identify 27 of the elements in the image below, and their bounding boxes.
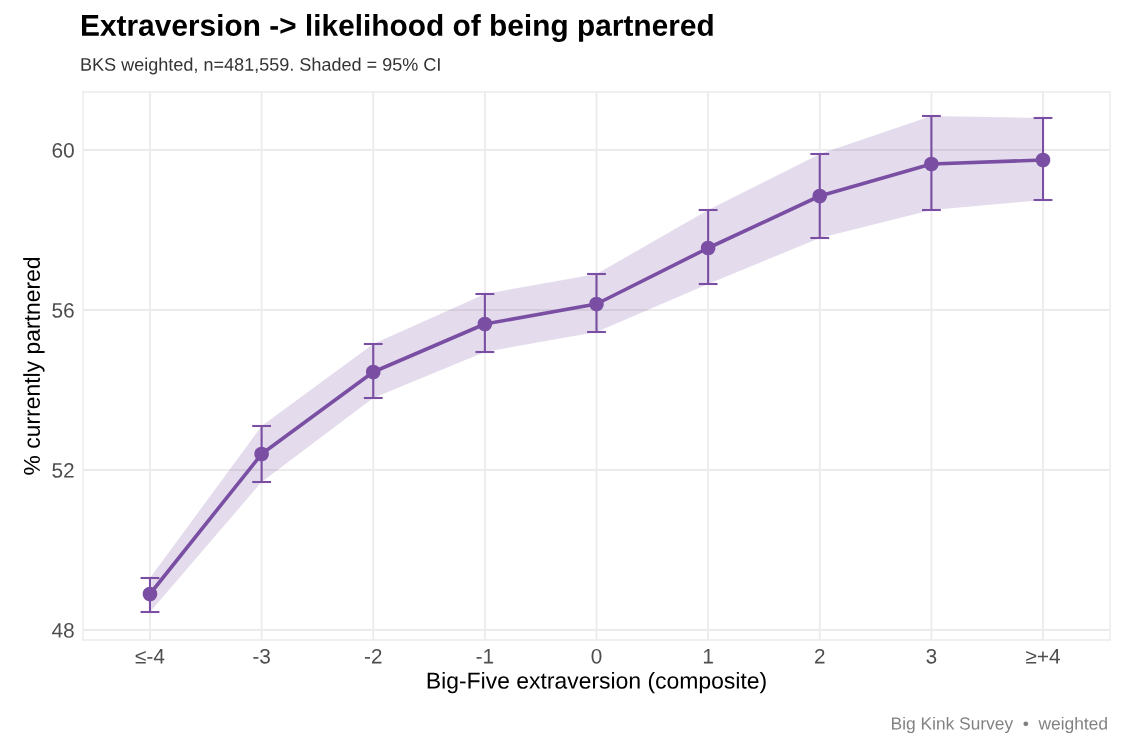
x-tick-label: -1 bbox=[476, 649, 494, 664]
x-tick-label: ≤-4 bbox=[135, 649, 165, 664]
x-axis-title: Big-Five extraversion (composite) bbox=[427, 671, 766, 694]
y-tick-label: 48 bbox=[51, 623, 74, 638]
x-tick-label: ≥+4 bbox=[1026, 649, 1060, 664]
point bbox=[924, 156, 939, 172]
point bbox=[365, 364, 381, 380]
point bbox=[254, 446, 269, 462]
y-tick-label: 56 bbox=[52, 303, 74, 318]
y-tick-label: 60 bbox=[52, 143, 74, 158]
x-tick-label: -3 bbox=[253, 648, 270, 664]
text: Big Kink Survey • weighted bbox=[892, 716, 1107, 734]
point bbox=[812, 188, 828, 204]
point bbox=[142, 586, 158, 602]
y-tick-label: 52 bbox=[52, 463, 74, 478]
x-tick-label: -2 bbox=[364, 648, 382, 664]
chart-title: Extraversion -> likelihood of being partnered bbox=[82, 14, 713, 42]
chart-subtitle: BKS weighted, n=481,559. Shaded = 95% CI bbox=[81, 57, 440, 75]
y-axis-title: % currently partnered bbox=[23, 257, 45, 475]
point bbox=[1035, 152, 1051, 168]
x-tick-label: 1 bbox=[703, 649, 713, 664]
point bbox=[589, 296, 604, 312]
point bbox=[477, 316, 493, 332]
x-tick-label: 2 bbox=[815, 648, 825, 664]
point bbox=[700, 240, 716, 256]
x-tick-label: 3 bbox=[926, 648, 937, 664]
x-tick-label: 0 bbox=[591, 648, 602, 664]
